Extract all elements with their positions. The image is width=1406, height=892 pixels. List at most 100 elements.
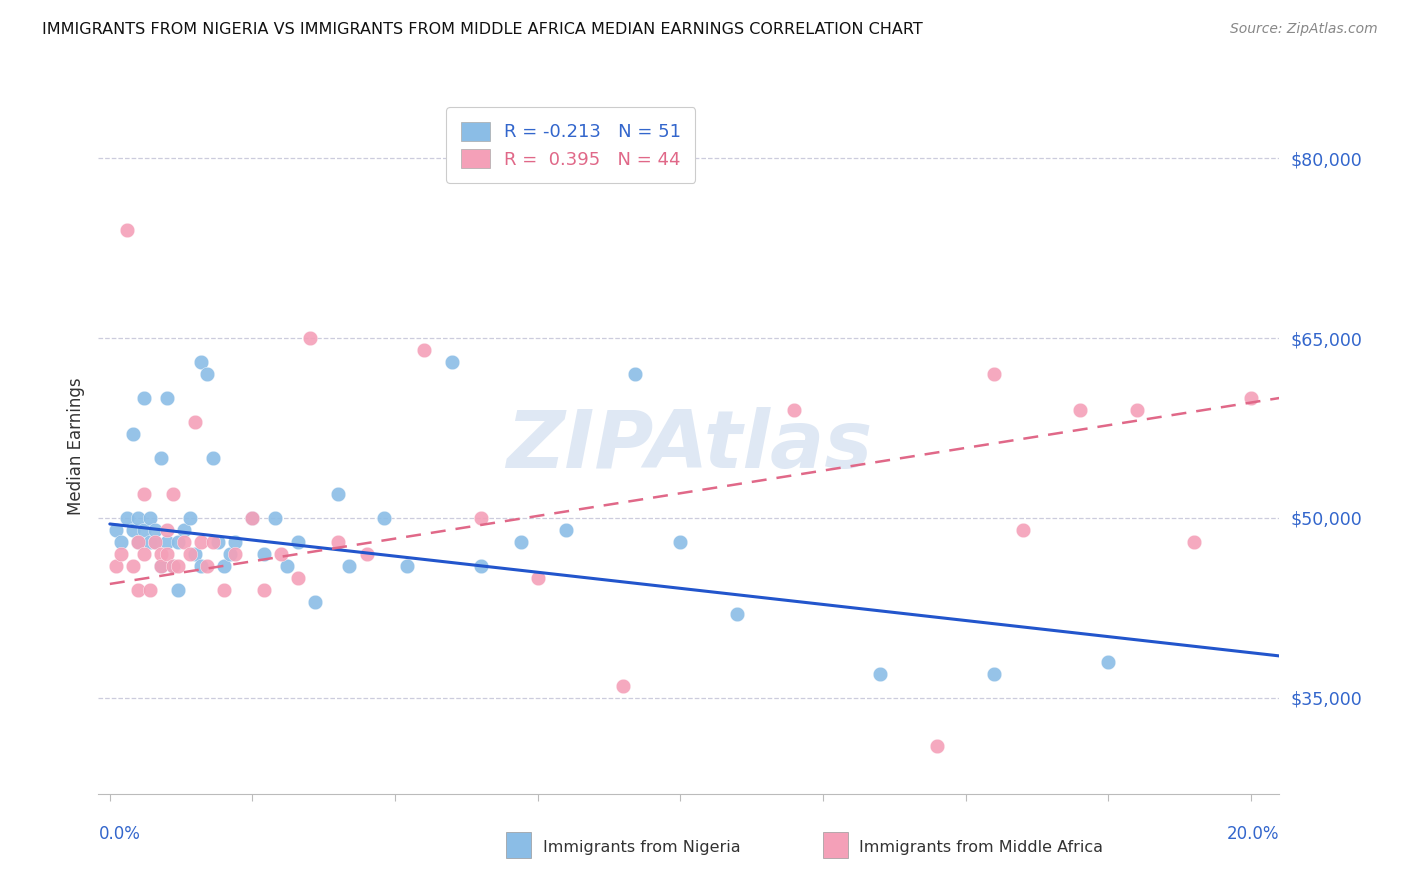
- Point: [121, 558, 143, 573]
- Point: [470, 511, 492, 525]
- Point: [132, 523, 155, 537]
- Point: [115, 223, 138, 237]
- Point: [224, 535, 246, 549]
- Point: [326, 535, 349, 549]
- Point: [121, 427, 143, 442]
- Point: [127, 535, 149, 549]
- Point: [783, 403, 806, 417]
- Point: [212, 558, 235, 573]
- Point: [167, 582, 190, 597]
- Point: [526, 571, 548, 585]
- Point: [184, 415, 207, 429]
- Point: [725, 607, 748, 621]
- Point: [167, 535, 190, 549]
- Point: [287, 535, 309, 549]
- Point: [201, 535, 224, 549]
- Text: IMMIGRANTS FROM NIGERIA VS IMMIGRANTS FROM MIDDLE AFRICA MEDIAN EARNINGS CORRELA: IMMIGRANTS FROM NIGERIA VS IMMIGRANTS FR…: [42, 22, 922, 37]
- Point: [509, 535, 531, 549]
- Point: [669, 535, 692, 549]
- Point: [304, 595, 326, 609]
- Legend: R = -0.213   N = 51, R =  0.395   N = 44: R = -0.213 N = 51, R = 0.395 N = 44: [446, 107, 696, 183]
- Point: [276, 558, 298, 573]
- Point: [412, 343, 434, 357]
- Point: [162, 558, 184, 573]
- Point: [127, 511, 149, 525]
- Point: [983, 667, 1005, 681]
- Point: [145, 535, 167, 549]
- Point: [441, 355, 464, 369]
- Point: [156, 547, 179, 561]
- Text: 0.0%: 0.0%: [98, 825, 141, 843]
- Point: [127, 535, 149, 549]
- Point: [270, 547, 292, 561]
- Point: [150, 558, 173, 573]
- Text: Immigrants from Middle Africa: Immigrants from Middle Africa: [859, 839, 1104, 855]
- Point: [326, 487, 349, 501]
- Point: [156, 535, 179, 549]
- Point: [121, 523, 143, 537]
- Y-axis label: Median Earnings: Median Earnings: [66, 377, 84, 515]
- Text: Immigrants from Nigeria: Immigrants from Nigeria: [543, 839, 741, 855]
- Point: [1069, 403, 1091, 417]
- Text: ZIPAtlas: ZIPAtlas: [506, 407, 872, 485]
- Point: [184, 547, 207, 561]
- Point: [104, 558, 127, 573]
- Point: [927, 739, 949, 753]
- Point: [1182, 535, 1205, 549]
- Point: [983, 367, 1005, 381]
- Point: [264, 511, 287, 525]
- Point: [1240, 391, 1263, 405]
- Point: [242, 511, 264, 525]
- Point: [190, 558, 212, 573]
- Point: [139, 582, 162, 597]
- Point: [145, 535, 167, 549]
- Point: [162, 558, 184, 573]
- Point: [218, 547, 240, 561]
- Point: [470, 558, 492, 573]
- Point: [156, 391, 179, 405]
- Point: [1011, 523, 1033, 537]
- Point: [132, 391, 155, 405]
- Point: [356, 547, 378, 561]
- Point: [253, 547, 276, 561]
- Point: [150, 547, 173, 561]
- Point: [173, 535, 195, 549]
- Point: [195, 558, 218, 573]
- Point: [127, 582, 149, 597]
- Point: [1097, 655, 1119, 669]
- Point: [207, 535, 229, 549]
- Point: [195, 367, 218, 381]
- Point: [132, 487, 155, 501]
- Point: [115, 511, 138, 525]
- Point: [298, 331, 321, 345]
- Point: [623, 367, 645, 381]
- Point: [179, 547, 201, 561]
- Point: [167, 558, 190, 573]
- Point: [190, 535, 212, 549]
- Point: [173, 523, 195, 537]
- Point: [555, 523, 578, 537]
- Text: 20.0%: 20.0%: [1227, 825, 1279, 843]
- Point: [253, 582, 276, 597]
- Point: [150, 558, 173, 573]
- Point: [132, 547, 155, 561]
- Point: [162, 487, 184, 501]
- Point: [242, 511, 264, 525]
- Point: [339, 558, 361, 573]
- Point: [190, 355, 212, 369]
- Point: [156, 523, 179, 537]
- Text: Source: ZipAtlas.com: Source: ZipAtlas.com: [1230, 22, 1378, 37]
- Point: [139, 535, 162, 549]
- Point: [150, 450, 173, 465]
- Point: [612, 679, 634, 693]
- Point: [1126, 403, 1149, 417]
- Point: [287, 571, 309, 585]
- Point: [179, 511, 201, 525]
- Point: [201, 450, 224, 465]
- Point: [373, 511, 395, 525]
- Point: [212, 582, 235, 597]
- Point: [110, 547, 132, 561]
- Point: [104, 523, 127, 537]
- Point: [110, 535, 132, 549]
- Point: [139, 511, 162, 525]
